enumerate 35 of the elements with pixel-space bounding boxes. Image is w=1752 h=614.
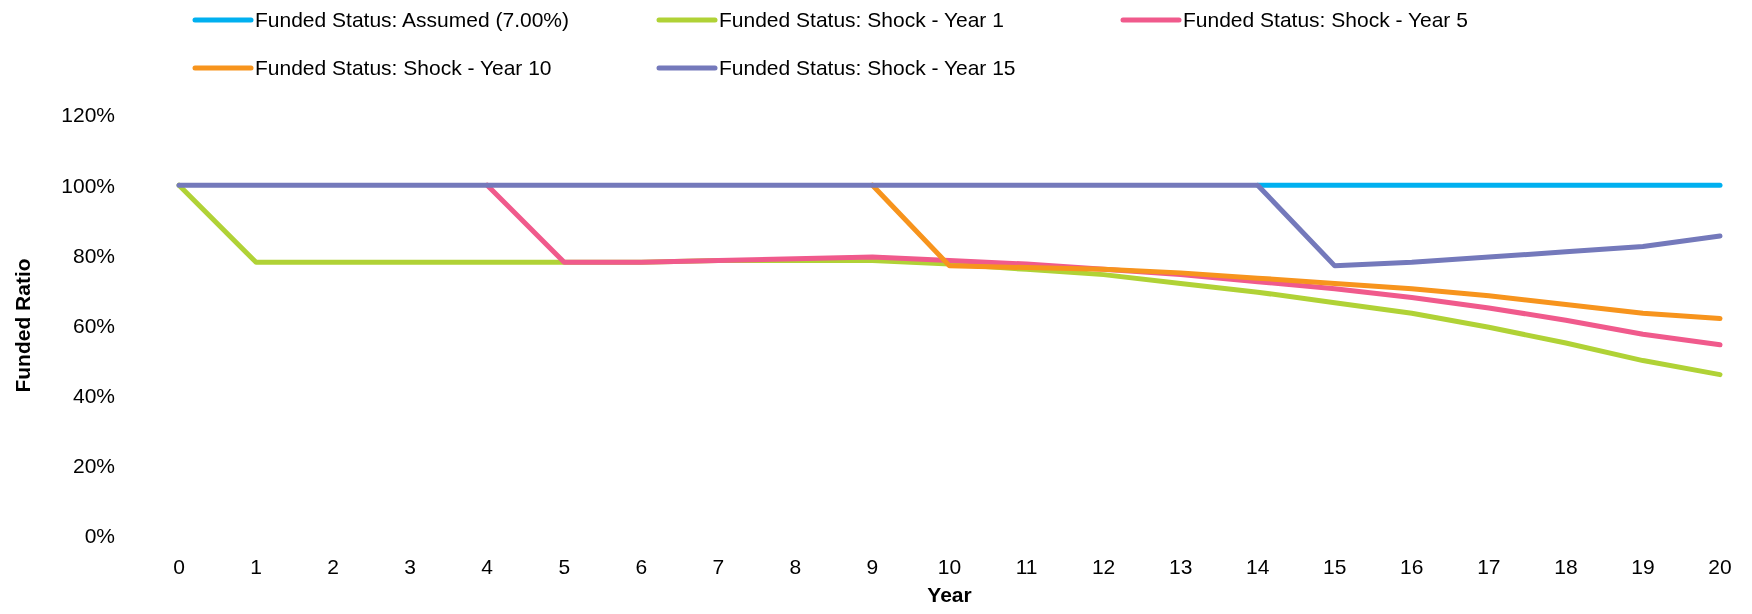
x-tick-label: 13 (1168, 555, 1193, 579)
x-tick-label: 3 (404, 555, 416, 579)
x-tick-label: 14 (1246, 555, 1270, 579)
x-tick-label: 17 (1477, 555, 1501, 579)
x-tick-label: 1 (250, 555, 262, 579)
x-tick-label: 2 (327, 555, 339, 579)
y-tick-label: 120% (61, 103, 115, 127)
legend-label: Funded Status: Shock - Year 15 (719, 56, 1016, 80)
x-tick-label: 19 (1631, 555, 1655, 579)
legend-label: Funded Status: Shock - Year 5 (1183, 8, 1468, 32)
x-tick-label: 15 (1323, 555, 1347, 579)
x-tick-label: 12 (1091, 555, 1116, 579)
y-tick-label: 0% (84, 524, 115, 548)
y-tick-label: 100% (61, 173, 115, 197)
x-tick-label: 10 (937, 555, 962, 579)
y-tick-label: 20% (72, 454, 115, 478)
x-tick-label: 11 (1015, 555, 1038, 579)
x-tick-label: 16 (1400, 555, 1424, 579)
x-tick-label: 5 (558, 555, 571, 579)
legend-label: Funded Status: Assumed (7.00%) (255, 8, 570, 32)
y-axis-title: Funded Ratio (11, 258, 34, 393)
x-tick-label: 8 (789, 555, 802, 579)
y-tick-label: 60% (72, 313, 115, 337)
legend-label: Funded Status: Shock - Year 1 (719, 8, 1004, 32)
x-axis-title: Year (927, 583, 972, 606)
y-tick-label: 80% (72, 243, 115, 267)
x-tick-label: 6 (635, 555, 648, 579)
x-tick-label: 0 (173, 555, 185, 579)
x-tick-label: 20 (1708, 555, 1732, 579)
legend-label: Funded Status: Shock - Year 10 (255, 56, 552, 80)
y-tick-label: 40% (72, 384, 115, 408)
x-tick-label: 9 (866, 555, 879, 579)
x-tick-label: 4 (481, 555, 494, 579)
x-tick-label: 18 (1554, 555, 1578, 579)
x-tick-label: 7 (712, 555, 725, 579)
